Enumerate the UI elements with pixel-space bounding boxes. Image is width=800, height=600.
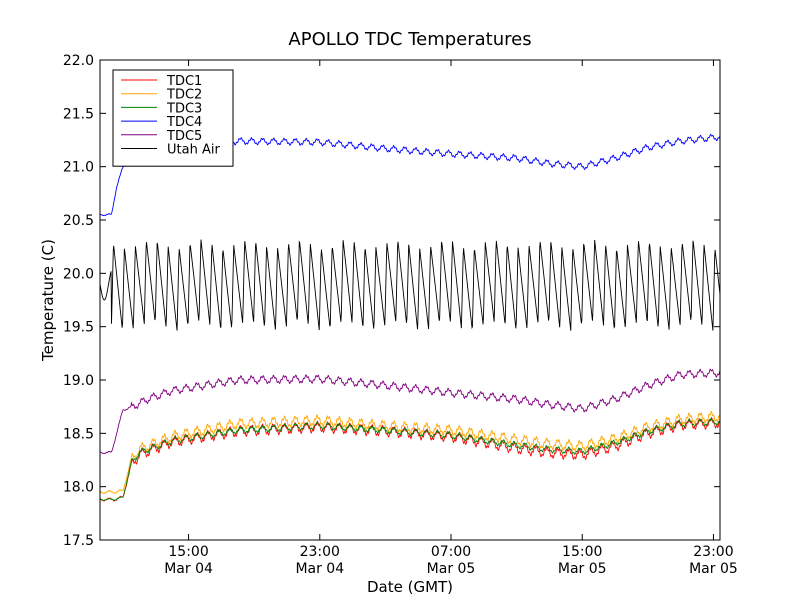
- series-line-tdc3: [100, 418, 720, 501]
- x-tick-time: 15:00: [168, 544, 208, 560]
- series-line-utah-air: [100, 239, 720, 331]
- plot-frame: [99, 59, 721, 541]
- y-tick-label: 18.0: [63, 480, 94, 496]
- y-axis: 17.5 18.0 18.5 19.0 19.5 20.0 20.5 21.0 21.5 22.0: [63, 53, 720, 549]
- x-tick-time: 23:00: [300, 544, 340, 560]
- legend-box: [112, 69, 234, 167]
- x-tick-date: Mar 04: [164, 561, 213, 577]
- x-tick-time: 15:00: [562, 544, 602, 560]
- legend-label: TDC1: [166, 74, 202, 89]
- y-tick-label: 19.5: [63, 320, 94, 336]
- legend-label: TDC4: [166, 115, 202, 130]
- y-tick-label: 20.0: [63, 266, 94, 282]
- y-tick-label: 18.5: [63, 426, 94, 442]
- x-tick-time: 07:00: [431, 544, 471, 560]
- y-tick-label: 19.0: [63, 373, 94, 389]
- x-tick-time: 23:00: [693, 544, 733, 560]
- legend-label: Utah Air: [167, 143, 220, 158]
- y-tick-label: 17.5: [63, 533, 94, 549]
- series-line-tdc1: [100, 416, 720, 502]
- x-tick-date: Mar 04: [295, 561, 344, 577]
- chart-title: APOLLO TDC Temperatures: [288, 29, 531, 50]
- x-tick-date: Mar 05: [689, 561, 738, 577]
- y-tick-label: 21.0: [63, 160, 94, 176]
- x-tick-date: Mar 05: [558, 561, 607, 577]
- series-line-tdc2: [100, 410, 720, 495]
- y-axis-label: Temperature (C): [39, 239, 57, 362]
- legend-label: TDC2: [166, 88, 202, 103]
- y-tick-label: 22.0: [63, 53, 94, 69]
- legend-label: TDC5: [166, 129, 202, 144]
- y-tick-label: 20.5: [63, 213, 94, 229]
- series-line-tdc5: [100, 368, 720, 455]
- x-tick-date: Mar 05: [427, 561, 476, 577]
- y-tick-label: 21.5: [63, 106, 94, 122]
- x-axis-label: Date (GMT): [367, 578, 453, 596]
- legend-label: TDC3: [166, 101, 202, 116]
